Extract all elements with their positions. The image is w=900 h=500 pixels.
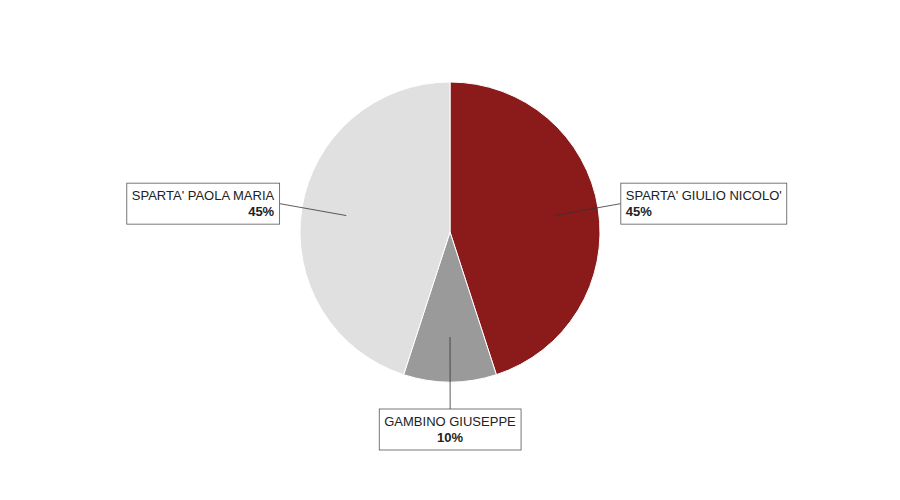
leader-lines xyxy=(280,204,621,409)
pie-slice xyxy=(300,82,450,375)
chart: SPARTA' GIULIO NICOLO'45%GAMBINO GIUSEPP… xyxy=(0,0,900,500)
slice-name: GAMBINO GIUSEPPE xyxy=(384,414,516,429)
labels: SPARTA' GIULIO NICOLO'45%GAMBINO GIUSEPP… xyxy=(127,183,787,450)
leader-line xyxy=(280,204,347,216)
data-label: SPARTA' PAOLA MARIA45% xyxy=(127,183,280,224)
data-label: SPARTA' GIULIO NICOLO'45% xyxy=(621,183,787,224)
label-box xyxy=(621,183,787,224)
slice-name: SPARTA' GIULIO NICOLO' xyxy=(626,188,782,203)
slice-value: 45% xyxy=(248,204,274,219)
data-label: GAMBINO GIUSEPPE10% xyxy=(379,409,521,450)
slice-value: 45% xyxy=(626,204,652,219)
slice-name: SPARTA' PAOLA MARIA xyxy=(132,188,275,203)
leader-line xyxy=(450,337,451,409)
label-box xyxy=(127,183,280,224)
leader-line xyxy=(554,204,621,216)
label-box xyxy=(379,409,521,450)
slice-value: 10% xyxy=(437,430,463,445)
